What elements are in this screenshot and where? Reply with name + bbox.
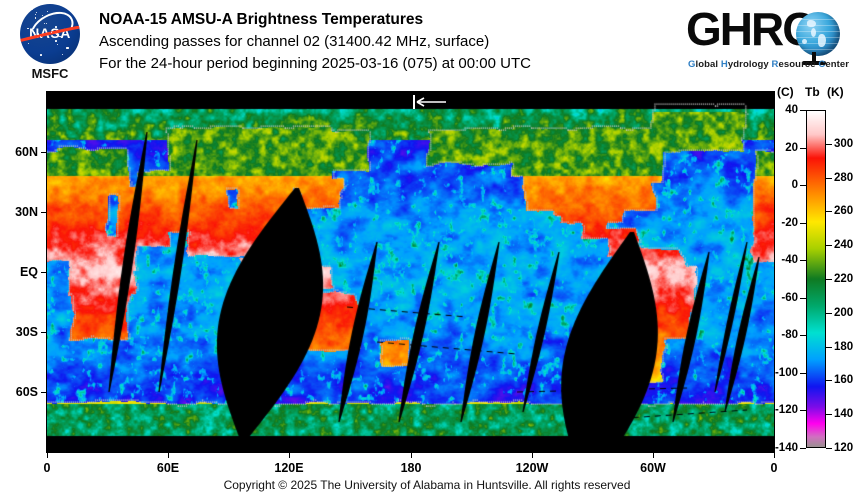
page-header: NASA MSFC NOAA-15 AMSU-A Brightness Temp…	[0, 0, 854, 90]
colorbar-label-celsius-5: -60	[781, 292, 798, 304]
colorbar-label-celsius-6: -80	[781, 329, 798, 341]
globe-stand	[812, 52, 816, 64]
colorbar-tick-celsius	[800, 148, 806, 149]
colorbar-unit-kelvin: (K)	[827, 85, 844, 99]
colorbar-tick-celsius	[800, 448, 806, 449]
colorbar-label-celsius-8: -120	[774, 404, 798, 416]
y-axis-tick	[41, 152, 47, 153]
colorbar-tick-kelvin	[826, 347, 832, 348]
colorbar-label-celsius-3: -20	[781, 217, 798, 229]
colorbar-label-kelvin-9: 120	[834, 442, 854, 454]
ghrc-logo: GHRC Global Hydrology Resource Center	[686, 3, 850, 76]
y-axis-label-0: 60N	[15, 145, 38, 159]
colorbar-tick-kelvin	[826, 144, 832, 145]
colorbar-tick-celsius	[800, 335, 806, 336]
x-axis-label-6: 0	[770, 461, 778, 475]
x-axis-label-0: 0	[43, 461, 51, 475]
colorbar-tick-kelvin	[826, 414, 832, 415]
x-axis-tick	[289, 452, 290, 458]
colorbar-tick-celsius	[800, 298, 806, 299]
globe-base	[802, 61, 826, 65]
colorbar-tick-kelvin	[826, 380, 832, 381]
colorbar-tick-celsius	[800, 223, 806, 224]
colorbar-tick-kelvin	[826, 448, 832, 449]
y-axis-label-1: 30N	[15, 205, 38, 219]
x-axis-tick	[47, 452, 48, 458]
colorbar-label-kelvin-6: 180	[834, 341, 854, 353]
x-axis-label-4: 120W	[515, 461, 549, 475]
colorbar-label-kelvin-3: 240	[834, 239, 854, 251]
y-axis-label-2: EQ	[19, 265, 38, 279]
colorbar-label-kelvin-8: 140	[834, 408, 854, 420]
x-axis-label-5: 60W	[640, 461, 666, 475]
colorbar-tick-celsius	[800, 373, 806, 374]
colorbar-label-celsius-4: -40	[781, 254, 798, 266]
page-subtitle: Ascending passes for channel 02 (31400.4…	[99, 33, 490, 50]
copyright-notice: Copyright © 2025 The University of Alaba…	[223, 478, 631, 492]
left-arrow-cursor-icon	[413, 95, 446, 109]
globe-icon	[796, 12, 840, 56]
title-block: NOAA-15 AMSU-A Brightness Temperatures A…	[99, 9, 659, 75]
y-axis-label-3: 30S	[15, 325, 38, 339]
colorbar-label-kelvin-7: 160	[834, 374, 854, 386]
colorbar-label-celsius-9: -140	[774, 442, 798, 454]
y-axis-tick	[41, 332, 47, 333]
colorbar-gradient	[806, 110, 826, 448]
page-title: NOAA-15 AMSU-A Brightness Temperatures	[99, 11, 424, 28]
colorbar-label-kelvin-4: 220	[834, 273, 854, 285]
colorbar-label-kelvin-0: 300	[834, 138, 854, 150]
nasa-logo: NASA MSFC	[12, 4, 84, 84]
colorbar-label-kelvin-2: 260	[834, 205, 854, 217]
ghrc-tagline: Global Hydrology Resource Center	[688, 59, 850, 70]
colorbar-variable-label: Tb	[805, 85, 820, 99]
x-axis-tick	[411, 452, 412, 458]
x-axis-tick	[653, 452, 654, 458]
colorbar-tick-kelvin	[826, 313, 832, 314]
colorbar-tick-kelvin	[826, 245, 832, 246]
colorbar-label-celsius-1: 20	[785, 142, 798, 154]
x-axis-tick	[774, 452, 775, 458]
colorbar-tick-celsius	[800, 110, 806, 111]
ghrc-wordmark: GHRC	[686, 3, 815, 55]
x-axis-label-1: 60E	[156, 461, 180, 475]
colorbar-tick-celsius	[800, 185, 806, 186]
y-axis-tick	[41, 212, 47, 213]
x-axis-tick	[532, 452, 533, 458]
colorbar-tick-kelvin	[826, 279, 832, 280]
map-plot-area[interactable]: 60N 30N EQ 30S 60S 0 60E 120E 180 120W 60W 0	[15, 91, 777, 475]
x-axis-label-3: 180	[400, 461, 422, 475]
colorbar-label-celsius-0: 40	[785, 104, 798, 116]
nasa-swoosh-icon	[20, 26, 80, 42]
x-axis-tick	[168, 452, 169, 458]
colorbar-tick-celsius	[800, 260, 806, 261]
x-axis-label-2: 120E	[274, 461, 304, 475]
nasa-insignia-icon: NASA	[20, 4, 80, 64]
colorbar-label-kelvin-5: 200	[834, 307, 854, 319]
colorbar-label-celsius-2: 0	[791, 179, 798, 191]
page-period: For the 24-hour period beginning 2025-03…	[99, 55, 531, 72]
colorbar-tick-kelvin	[826, 211, 832, 212]
y-axis-tick	[41, 272, 47, 273]
colorbar-unit-celsius: (C)	[777, 85, 794, 99]
brightness-temperature-map[interactable]	[47, 92, 774, 452]
nasa-center-label: MSFC	[31, 66, 69, 81]
y-axis-label-4: 60S	[15, 385, 38, 399]
colorbar-tick-celsius	[800, 410, 806, 411]
y-axis-tick	[41, 392, 47, 393]
colorbar-label-kelvin-1: 280	[834, 172, 854, 184]
colorbar-tick-kelvin	[826, 178, 832, 179]
colorbar[interactable]: 40 20 0 -20 -40 -60 -80 -100 -120 -140 300 280 260 24…	[775, 104, 853, 454]
colorbar-label-celsius-7: -100	[774, 367, 798, 379]
